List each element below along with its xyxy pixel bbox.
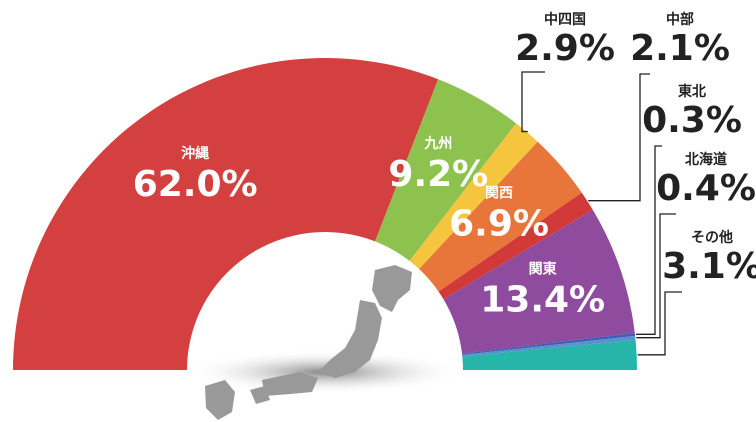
slice [462,332,636,355]
category-label: 関西 [485,186,513,202]
slice [438,192,593,300]
slice [375,79,517,261]
value-label: 2.9% [515,28,615,69]
leader-line [636,213,676,339]
category-label: 北海道 [685,151,727,168]
slice [443,209,635,354]
value-label: 9.2% [388,154,488,195]
slice [409,123,538,270]
slice [462,339,637,370]
value-label: 2.1% [630,28,730,69]
value-label: 62.0% [133,164,258,205]
value-label: 13.4% [480,280,605,321]
value-label: 0.4% [656,168,756,209]
slices [13,57,637,370]
leader-line [635,145,662,335]
japan-map [205,265,412,420]
leader-line [637,291,682,356]
category-label: 中部 [666,11,694,28]
slice [462,335,636,357]
leader-line [588,73,650,202]
value-label: 3.1% [662,246,756,287]
slice [13,57,439,370]
category-label: 中四国 [544,11,586,28]
category-label: その他 [691,229,733,246]
category-label: 沖縄 [181,145,209,162]
category-label: 東北 [678,83,706,100]
slice [419,141,582,292]
value-label: 0.3% [642,100,742,141]
category-label: 九州 [423,136,452,152]
category-label: 関東 [529,261,557,278]
leader-line [521,71,545,133]
value-label: 6.9% [449,204,549,245]
